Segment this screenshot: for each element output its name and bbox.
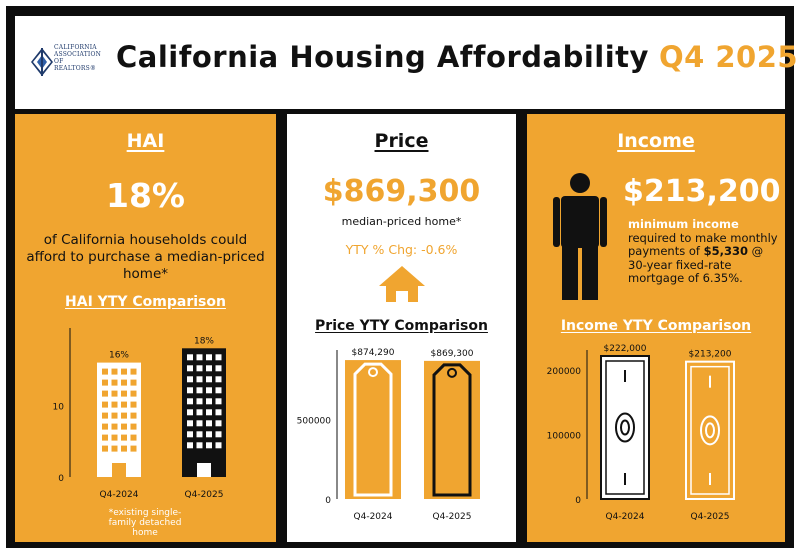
y-tick-label: 0 (58, 474, 64, 484)
y-tick-label: 500000 (297, 417, 332, 427)
price-chart: 0 500000 Q4-2024 Q4-2025 $874,290 $869,300 (297, 348, 480, 522)
data-label: $869,300 (431, 349, 474, 359)
bill-inner-border (690, 365, 730, 495)
income-panel: Income $213,200 minimum income required … (527, 114, 785, 542)
hai-panel: HAI 18% of California households could a… (15, 114, 276, 542)
bar-dollar-bill (685, 360, 735, 500)
income-line3: @ 30-year fixed-rate mortgage of 6.35%. (628, 244, 764, 285)
y-tick-label: 10 (53, 403, 65, 413)
building-door (197, 463, 211, 477)
bar-building (97, 362, 141, 477)
income-payment: $5,330 (703, 244, 749, 258)
data-label: 16% (109, 351, 129, 361)
y-tick-label: 0 (575, 496, 581, 506)
data-label: $213,200 (689, 350, 732, 360)
income-value: $213,200 (623, 174, 781, 209)
data-label: $874,290 (352, 348, 395, 358)
x-tick-label: Q4-2025 (185, 490, 224, 500)
hai-footnote: *existing single-family detached home (108, 508, 182, 538)
price-value: $869,300 (322, 174, 481, 209)
header-bar (15, 16, 785, 109)
price-tag-outline (432, 363, 472, 497)
bar-dollar-bill (600, 355, 650, 500)
bar-price-tag (345, 360, 401, 499)
building-door (112, 463, 126, 477)
page-title: California Housing Affordability Q4 2025 (116, 40, 798, 74)
price-tag-hole (447, 367, 457, 378)
car-logo-icon (31, 48, 53, 76)
y-tick-label: 100000 (547, 432, 582, 442)
x-tick-label: Q4-2025 (433, 512, 472, 522)
x-tick-label: Q4-2024 (606, 512, 645, 522)
bill-emblem (700, 415, 720, 446)
bill-emblem (615, 412, 635, 443)
x-tick-label: Q4-2024 (100, 490, 139, 500)
bill-inner-border (605, 360, 645, 495)
logo-text: CALIFORNIA ASSOCIATION OF REALTORS® (54, 44, 102, 72)
income-comparison-title: Income YTY Comparison (560, 318, 752, 334)
hai-value: 18% (106, 176, 185, 215)
price-heading: Price (374, 130, 429, 152)
price-tag-hole (368, 367, 378, 378)
income-line2: required to make monthly payments of (628, 230, 778, 258)
hai-chart: 0 10 Q4-2024 Q4-2025 16% 18% (53, 328, 226, 500)
x-tick-label: Q4-2025 (691, 512, 730, 522)
x-tick-label: Q4-2024 (354, 512, 393, 522)
title-text: California Housing Affordability (116, 40, 649, 74)
bill-emblem-inner (705, 422, 715, 439)
bar (424, 360, 480, 499)
bill-emblem-inner (620, 419, 630, 436)
hai-description: of California households could afford to… (26, 232, 265, 282)
person-icon (553, 173, 607, 300)
income-description: minimum income required to make monthly … (628, 217, 778, 286)
data-label: $222,000 (604, 344, 647, 354)
price-tag-outline (353, 362, 393, 497)
y-tick-label: 0 (325, 496, 331, 506)
bar-price-tag (424, 360, 480, 499)
price-panel: Price $869,300 median-priced home* YTY %… (287, 114, 516, 542)
income-line1: minimum income (628, 217, 739, 231)
price-comparison-title: Price YTY Comparison (315, 318, 488, 334)
bar (345, 360, 401, 499)
bar-building (182, 348, 226, 477)
quarter-label: Q4 2025 (658, 40, 799, 74)
price-caption: median-priced home* (341, 215, 462, 228)
income-heading: Income (617, 130, 695, 152)
house-icon (379, 266, 425, 302)
income-chart: 0 100000 200000 Q4-2024 Q4-2025 $222,000 $213,… (547, 344, 735, 522)
data-label: 18% (194, 336, 214, 346)
hai-comparison-title: HAI YTY Comparison (65, 294, 226, 310)
y-tick-label: 200000 (547, 367, 582, 377)
hai-heading: HAI (126, 130, 165, 152)
price-yty-change: YTY % Chg: -0.6% (345, 242, 458, 257)
